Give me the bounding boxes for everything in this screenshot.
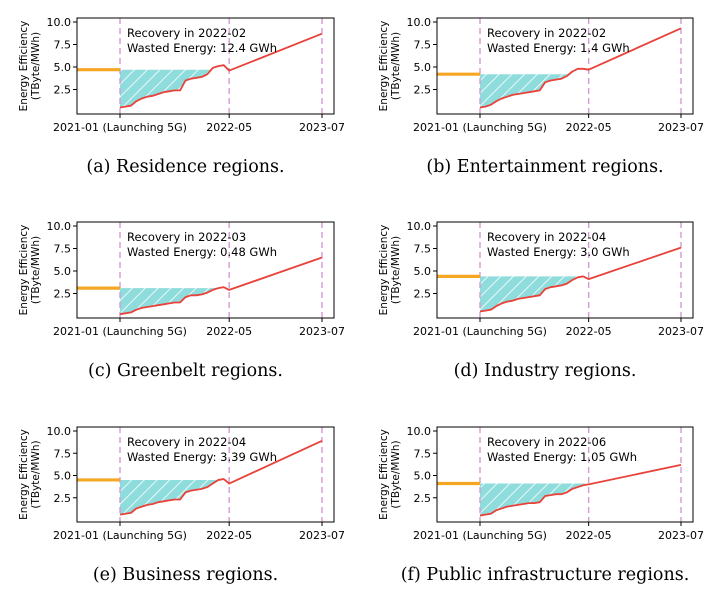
y-tick-label: 2.5 [414,84,432,97]
y-axis-label: Energy Efficiency [378,21,390,112]
x-tick-label: 2021-01 (Launching 5G) [53,325,187,338]
y-tick-label: 2.5 [54,84,72,97]
y-axis-label: (TByte/MWh) [30,32,42,100]
y-tick-label: 5.0 [414,470,432,483]
chart-panel: 2.5 5.0 7.5 10.0 2021-01 (Launching 5G) 2022-… [378,16,704,177]
y-tick-label: 10.0 [47,16,72,29]
y-axis-label: Energy Efficiency [378,429,390,520]
x-tick-label: 2021-01 (Launching 5G) [413,325,547,338]
y-tick-label: 5.0 [54,61,72,74]
y-axis-label: (TByte/MWh) [390,32,402,100]
y-axis-label: (TByte/MWh) [390,440,402,508]
y-tick-label: 10.0 [407,425,432,438]
wasted-energy-area [120,69,212,108]
efficiency-line [119,256,323,316]
efficiency-line [119,32,323,109]
plot-frame [76,221,335,319]
y-axis-label: Energy Efficiency [18,225,30,316]
x-tick-label: 2022-05 [206,325,252,338]
chart-panel: 2.5 5.0 7.5 10.0 2021-01 (Launching 5G) 2022-… [18,425,345,585]
y-tick-label: 10.0 [47,425,72,438]
wasted-energy-area [120,479,219,515]
panel-caption: (e) Business regions. [93,565,278,585]
wasted-energy-annotation: Wasted Energy: 12.4 GWh [127,41,277,55]
x-tick-label: 2023-07 [658,325,704,338]
y-tick-label: 10.0 [47,220,72,233]
plot-frame [76,17,335,115]
wasted-energy-annotation: Wasted Energy: 0.48 GWh [127,245,277,259]
wasted-energy-annotation: Wasted Energy: 3.39 GWh [127,450,277,464]
y-tick-label: 2.5 [54,288,72,301]
recovery-annotation: Recovery in 2022-03 [127,230,246,244]
plot-frame [76,426,335,523]
efficiency-line [479,246,682,313]
panel-caption: (d) Industry regions. [454,361,637,381]
x-tick-label: 2021-01 (Launching 5G) [413,529,547,542]
wasted-energy-annotation: Wasted Energy: 3.0 GWh [487,245,630,259]
recovery-annotation: Recovery in 2022-02 [487,26,606,40]
y-tick-label: 7.5 [414,39,432,52]
efficiency-line [479,463,682,517]
plot-frame [436,426,694,523]
y-axis-label: (TByte/MWh) [30,440,42,508]
x-tick-label: 2023-07 [658,529,704,542]
y-tick-label: 2.5 [414,492,432,505]
y-axis-label: (TByte/MWh) [390,236,402,304]
y-tick-label: 2.5 [54,492,72,505]
y-axis-label: Energy Efficiency [18,429,30,520]
x-tick-label: 2021-01 (Launching 5G) [413,121,547,134]
y-tick-label: 5.0 [54,470,72,483]
wasted-energy-annotation: Wasted Energy: 1.05 GWh [487,450,637,464]
y-tick-label: 7.5 [54,243,72,256]
x-tick-label: 2022-05 [566,325,612,338]
recovery-annotation: Recovery in 2022-04 [487,230,606,244]
y-tick-label: 7.5 [414,447,432,460]
x-tick-label: 2022-05 [206,121,252,134]
recovery-annotation: Recovery in 2022-04 [127,435,246,449]
plot-frame [436,17,694,115]
y-tick-label: 7.5 [54,447,72,460]
x-tick-label: 2021-01 (Launching 5G) [53,529,187,542]
y-tick-label: 10.0 [407,220,432,233]
x-tick-label: 2022-05 [566,121,612,134]
x-tick-label: 2021-01 (Launching 5G) [53,121,187,134]
y-tick-label: 2.5 [414,288,432,301]
chart-panel: 2.5 5.0 7.5 10.0 2021-01 (Launching 5G) 2022-… [378,425,704,585]
x-tick-label: 2023-07 [299,529,345,542]
y-tick-label: 7.5 [54,39,72,52]
recovery-annotation: Recovery in 2022-06 [487,435,606,449]
panel-caption: (b) Entertainment regions. [426,157,663,177]
y-tick-label: 7.5 [414,243,432,256]
panel-caption: (c) Greenbelt regions. [88,361,283,381]
x-tick-label: 2022-05 [206,529,252,542]
x-tick-label: 2023-07 [299,325,345,338]
panel-caption: (a) Residence regions. [86,157,284,177]
efficiency-line [119,439,323,516]
wasted-energy-area [480,483,593,516]
y-tick-label: 5.0 [414,61,432,74]
recovery-annotation: Recovery in 2022-02 [127,26,246,40]
wasted-energy-annotation: Wasted Energy: 1.4 GWh [487,41,630,55]
y-tick-label: 10.0 [407,16,432,29]
wasted-energy-area [480,74,570,108]
y-axis-label: Energy Efficiency [18,21,30,112]
x-tick-label: 2022-05 [566,529,612,542]
y-axis-label: Energy Efficiency [378,225,390,316]
chart-panel: 2.5 5.0 7.5 10.0 2021-01 (Launching 5G) 2022-… [18,220,345,381]
y-tick-label: 5.0 [54,265,72,278]
plot-frame [436,221,694,319]
efficiency-line [479,27,682,109]
x-tick-label: 2023-07 [299,121,345,134]
y-tick-label: 5.0 [414,265,432,278]
chart-panel: 2.5 5.0 7.5 10.0 2021-01 (Launching 5G) 2022-… [378,220,704,381]
y-axis-label: (TByte/MWh) [30,236,42,304]
panel-caption: (f) Public infrastructure regions. [401,565,690,585]
x-tick-label: 2023-07 [658,121,704,134]
chart-panel: 2.5 5.0 7.5 10.0 2021-01 (Launching 5G) 2022-… [18,16,345,177]
